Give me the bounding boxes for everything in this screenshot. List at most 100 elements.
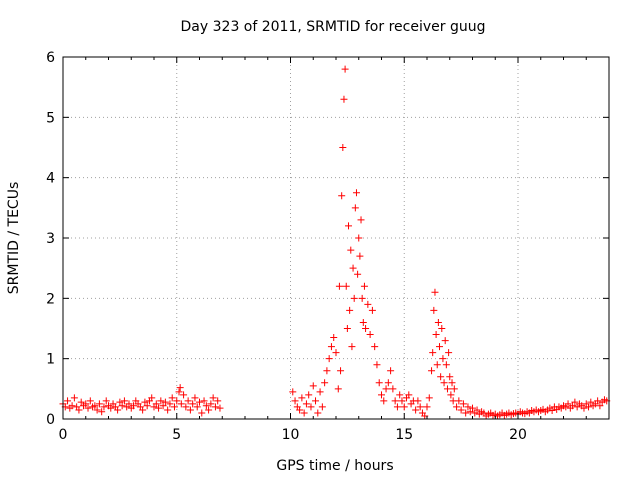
- data-point: [373, 361, 381, 369]
- data-point: [152, 400, 160, 408]
- data-point: [139, 406, 147, 414]
- data-point: [375, 379, 383, 387]
- data-point: [459, 400, 467, 408]
- data-point: [198, 409, 206, 417]
- data-point: [464, 403, 472, 411]
- data-point: [437, 373, 445, 381]
- data-point: [202, 402, 210, 410]
- data-point: [189, 400, 197, 408]
- data-point: [352, 189, 360, 197]
- y-tick-label: 3: [46, 231, 55, 247]
- data-point: [448, 379, 456, 387]
- data-point: [143, 402, 151, 410]
- data-point: [338, 192, 346, 200]
- data-point: [200, 397, 208, 405]
- data-point: [298, 394, 306, 402]
- data-point: [389, 385, 397, 393]
- data-point: [357, 216, 365, 224]
- chart-title: Day 323 of 2011, SRMTID for receiver guu…: [181, 19, 486, 35]
- data-point: [305, 391, 313, 399]
- data-point: [182, 403, 190, 411]
- data-point: [214, 397, 222, 405]
- data-point: [466, 408, 474, 416]
- data-point: [318, 403, 326, 411]
- data-point: [337, 367, 345, 375]
- data-point: [334, 385, 342, 393]
- data-point: [580, 404, 588, 412]
- data-point: [364, 300, 372, 308]
- data-point: [114, 406, 122, 414]
- data-point: [64, 397, 72, 405]
- data-point: [443, 385, 451, 393]
- data-point: [343, 325, 351, 332]
- data-point: [455, 397, 463, 405]
- data-point: [176, 384, 184, 392]
- data-point: [100, 403, 108, 411]
- data-point: [428, 367, 436, 375]
- data-point: [289, 388, 297, 396]
- data-point: [75, 406, 83, 414]
- data-point: [347, 246, 355, 254]
- data-point: [125, 400, 133, 408]
- data-point: [391, 397, 399, 405]
- grid-layer: [63, 57, 609, 419]
- x-tick-label: 0: [59, 427, 68, 443]
- data-point: [316, 388, 324, 396]
- data-point: [93, 406, 101, 414]
- data-point: [393, 403, 401, 411]
- data-point: [339, 144, 347, 151]
- y-tick-label: 0: [46, 412, 55, 428]
- x-tick-label: 15: [395, 427, 413, 443]
- data-point: [323, 367, 331, 375]
- data-point: [442, 361, 450, 369]
- data-point: [340, 95, 348, 103]
- data-point: [159, 402, 167, 410]
- data-point: [457, 406, 465, 414]
- data-point: [405, 391, 413, 399]
- data-point: [307, 403, 315, 411]
- data-point: [209, 394, 217, 402]
- data-point: [359, 318, 367, 326]
- data-point: [84, 404, 92, 412]
- data-point: [432, 331, 440, 339]
- y-tick-label: 1: [46, 352, 55, 368]
- data-point: [177, 400, 185, 408]
- x-tick-label: 20: [509, 427, 527, 443]
- data-point: [341, 65, 349, 73]
- data-point: [450, 385, 458, 393]
- data-point: [433, 361, 441, 369]
- data-point: [302, 400, 310, 408]
- data-point: [446, 373, 454, 381]
- x-tick-label: 5: [172, 427, 181, 443]
- data-point: [98, 408, 106, 416]
- y-axis-label: SRMTID / TECUs: [6, 182, 22, 295]
- data-point: [414, 397, 422, 405]
- data-point: [398, 397, 406, 405]
- y-tick-label: 4: [46, 171, 55, 187]
- data-point: [396, 391, 404, 399]
- data-point: [207, 400, 215, 408]
- data-point: [416, 403, 424, 411]
- data-point: [173, 397, 181, 405]
- data-point: [327, 343, 335, 351]
- data-point: [309, 382, 317, 390]
- data-point: [196, 398, 203, 406]
- data-point: [473, 406, 481, 414]
- data-point: [462, 409, 470, 417]
- data-point: [70, 394, 78, 402]
- data-point: [412, 406, 420, 414]
- data-point: [211, 403, 219, 411]
- data-point: [571, 398, 579, 406]
- x-axis-label: GPS time / hours: [276, 458, 393, 474]
- data-point: [423, 403, 431, 411]
- data-point: [141, 398, 149, 406]
- data-point: [191, 394, 199, 402]
- data-point: [291, 397, 299, 405]
- data-point: [348, 343, 356, 351]
- data-point: [118, 402, 126, 410]
- data-point: [168, 394, 176, 402]
- data-point: [184, 397, 192, 405]
- data-point: [569, 402, 577, 410]
- data-point: [157, 397, 165, 405]
